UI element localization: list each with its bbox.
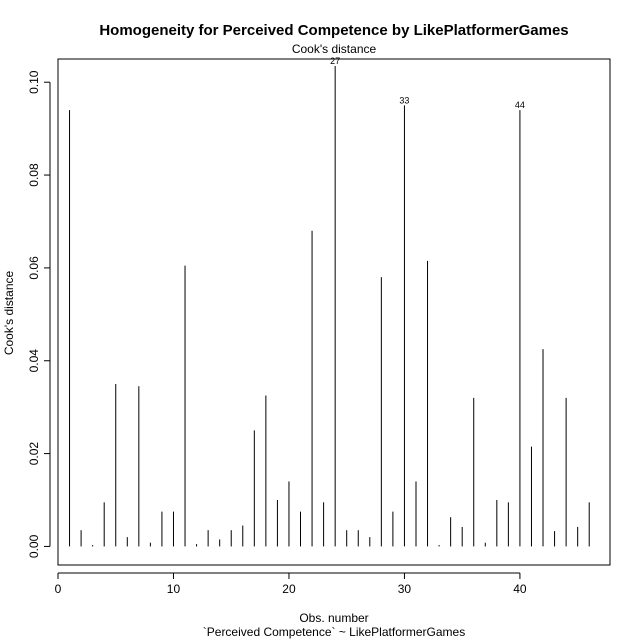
data-lines: [70, 66, 590, 546]
point-label-33: 33: [399, 95, 409, 105]
y-tick-label: 0.02: [27, 442, 41, 466]
x-tick-label: 30: [398, 582, 412, 596]
x-tick-label: 40: [513, 582, 527, 596]
y-axis: 0.00 0.02 0.04 0.06 0.08 0.10: [27, 70, 50, 558]
x-axis-formula-label: `Perceived Competence` ~ LikePlatformerG…: [203, 625, 465, 639]
x-tick-label: 10: [167, 582, 181, 596]
x-tick-label: 20: [282, 582, 296, 596]
point-labels: 27 33 44: [330, 56, 525, 110]
y-tick-label: 0.04: [27, 349, 41, 373]
y-tick-label: 0.00: [27, 534, 41, 558]
point-label-27: 27: [330, 56, 340, 66]
y-tick-label: 0.08: [27, 163, 41, 187]
plot-frame: [58, 59, 610, 565]
x-tick-label: 0: [55, 582, 62, 596]
y-axis-label: Cook's distance: [2, 271, 16, 356]
x-axis: 0 10 20 30 40: [55, 573, 527, 596]
point-label-44: 44: [515, 100, 525, 110]
y-tick-label: 0.06: [27, 256, 41, 280]
chart-subtitle: Cook's distance: [292, 42, 377, 56]
y-tick-label: 0.10: [27, 70, 41, 94]
x-axis-label: Obs. number: [299, 611, 368, 625]
chart-title: Homogeneity for Perceived Competence by …: [99, 22, 568, 39]
